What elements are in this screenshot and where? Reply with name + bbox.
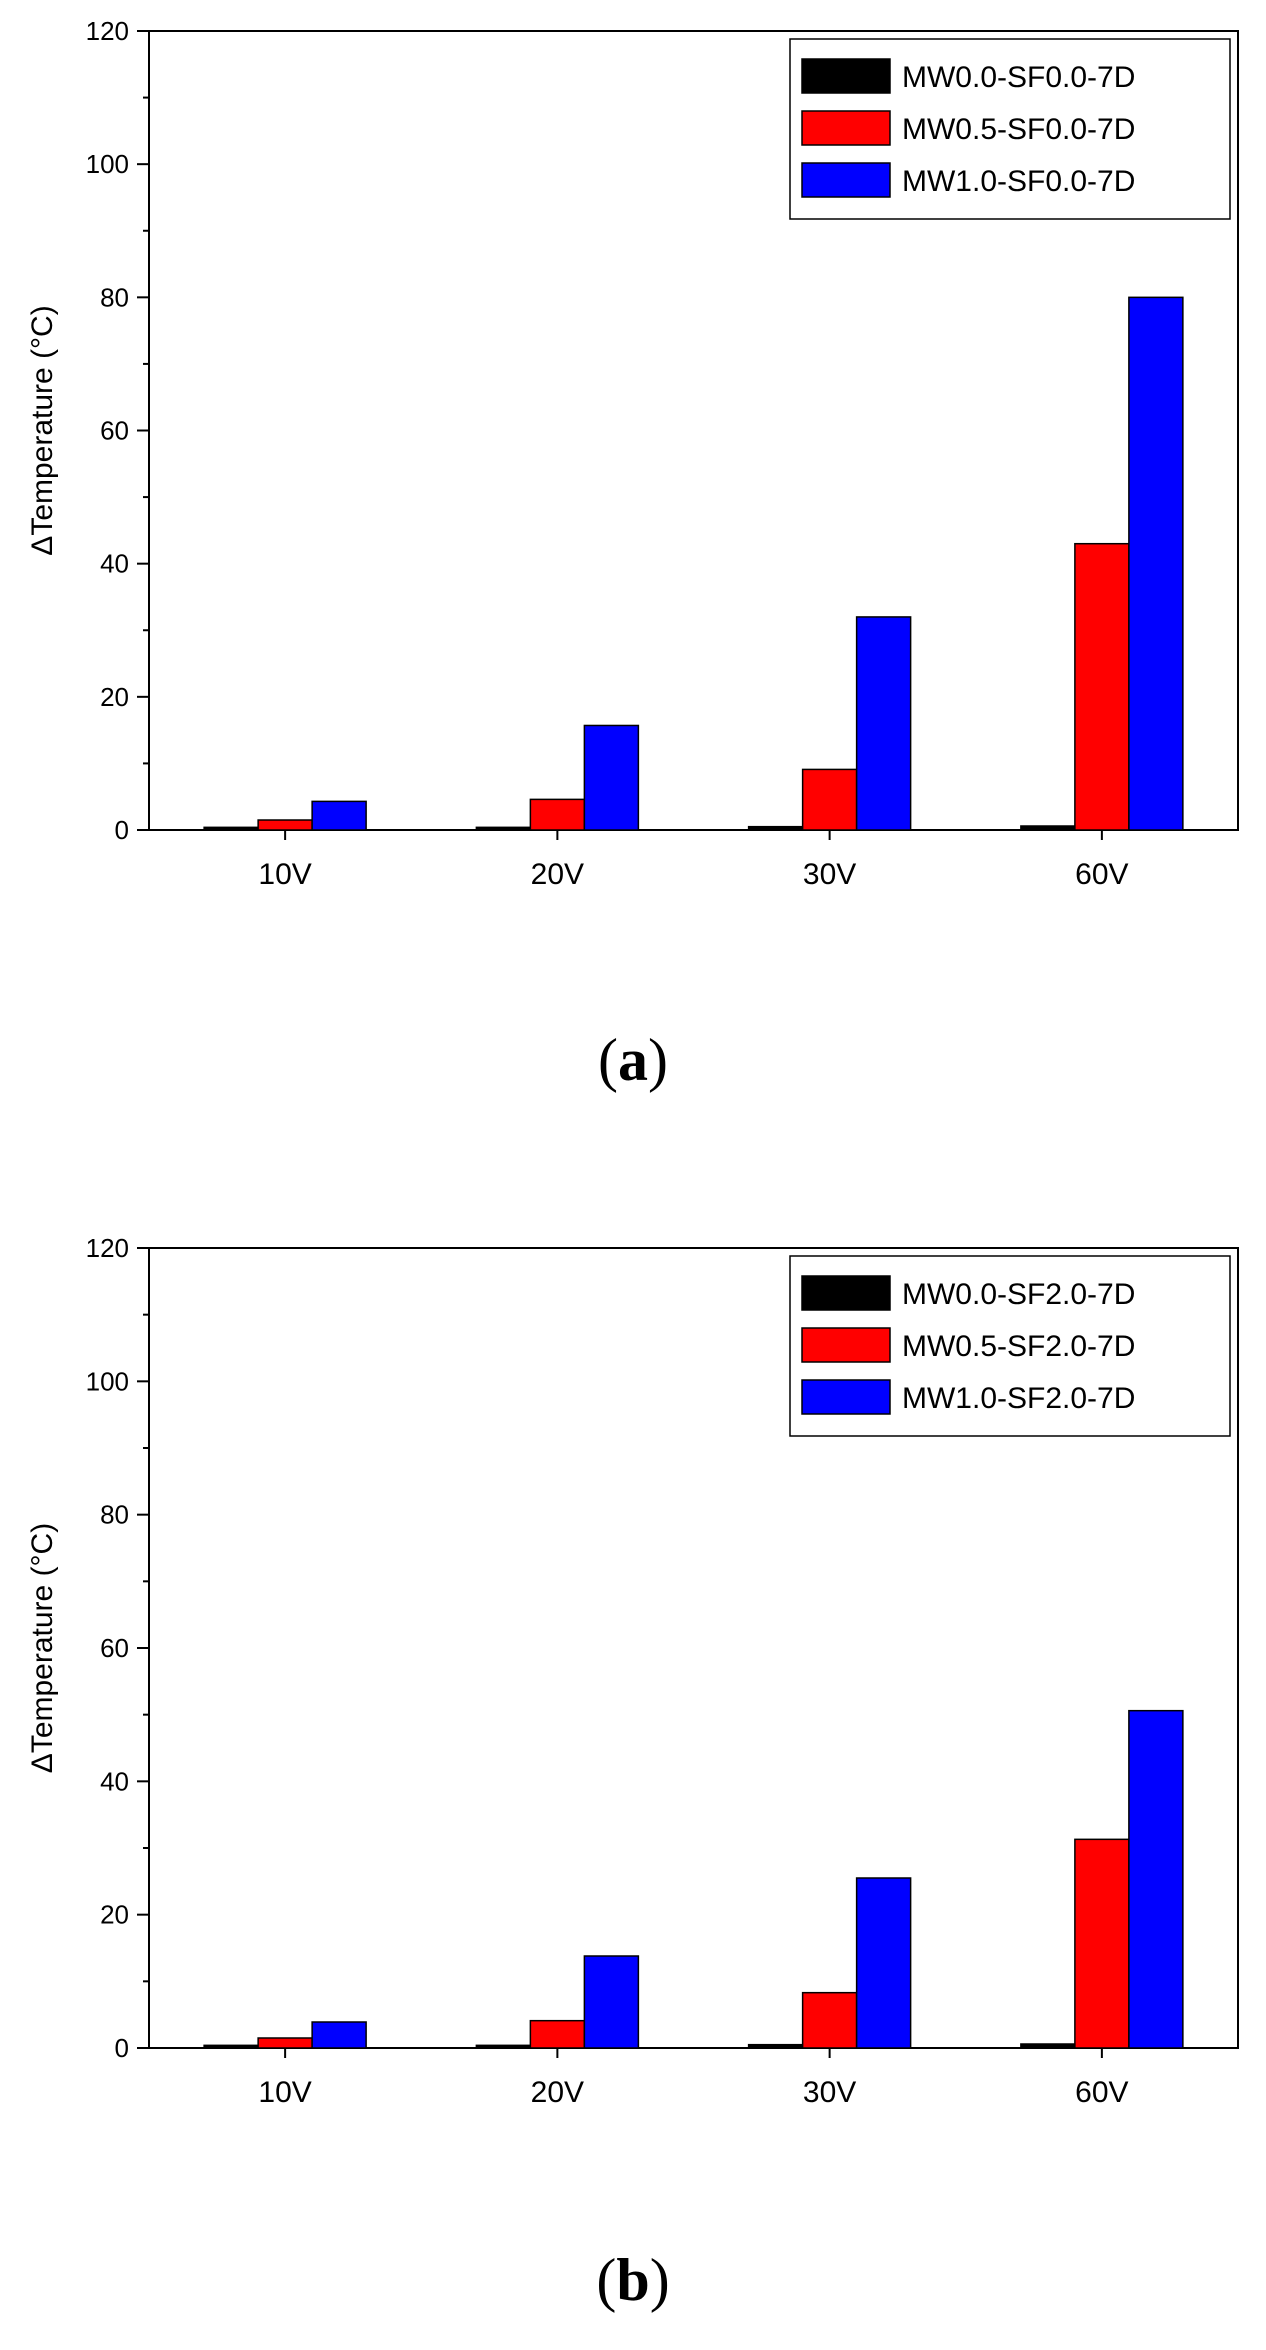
legend-label: MW0.0-SF0.0-7D bbox=[902, 61, 1135, 94]
bar-1-10V bbox=[257, 2037, 313, 2049]
y-tick-label: 60 bbox=[100, 416, 129, 446]
x-tick-label: 60V bbox=[1075, 858, 1128, 891]
bar-2-60V bbox=[1128, 1709, 1184, 2049]
legend-swatch bbox=[801, 162, 891, 198]
x-tick-label: 20V bbox=[531, 2076, 584, 2109]
x-tick-label: 30V bbox=[803, 2076, 856, 2109]
bar-2-30V bbox=[855, 1877, 912, 2049]
x-tick-label: 10V bbox=[258, 2076, 311, 2109]
legend-label: MW1.0-SF2.0-7D bbox=[902, 1382, 1135, 1415]
x-tick-label: 10V bbox=[258, 858, 311, 891]
panel-label: (a) bbox=[598, 1027, 668, 1093]
y-tick-label: 40 bbox=[100, 549, 129, 579]
bar-0-60V bbox=[1020, 2043, 1076, 2049]
bar-0-30V bbox=[747, 825, 804, 831]
bar-0-20V bbox=[475, 2044, 532, 2049]
panel-a-chart: 0 20 40 60 80 100 120 ΔTemperature (°C) 10V 20V 30… bbox=[26, 16, 1239, 1093]
y-tick-label: 20 bbox=[100, 1900, 129, 1930]
bar-2-20V bbox=[583, 724, 640, 831]
bar-0-60V bbox=[1020, 825, 1076, 831]
bar-1-30V bbox=[801, 1991, 858, 2049]
x-tick-label: 20V bbox=[531, 858, 584, 891]
y-tick-label: 120 bbox=[86, 16, 129, 46]
y-tick-label: 60 bbox=[100, 1633, 129, 1663]
legend-swatch bbox=[801, 1275, 891, 1311]
y-tick-label: 100 bbox=[86, 149, 129, 179]
bar-1-30V bbox=[801, 768, 858, 831]
y-tick-label: 120 bbox=[86, 1233, 129, 1263]
panel-b-chart: 0 20 40 60 80 100 120 ΔTemperature (°C) 10V 20V 30… bbox=[26, 1233, 1239, 2313]
y-tick-label: 0 bbox=[115, 2033, 129, 2063]
y-tick-label: 100 bbox=[86, 1366, 129, 1396]
legend-label: MW0.5-SF0.0-7D bbox=[902, 113, 1135, 146]
bar-2-30V bbox=[855, 616, 912, 831]
y-axis-label: ΔTemperature (°C) bbox=[26, 1523, 59, 1773]
bar-1-60V bbox=[1074, 1838, 1130, 2049]
panel-label: (b) bbox=[596, 2247, 669, 2313]
bar-2-10V bbox=[311, 800, 367, 831]
bar-2-20V bbox=[583, 1955, 640, 2049]
y-tick-label: 0 bbox=[115, 815, 129, 845]
y-tick-label: 80 bbox=[100, 1500, 129, 1530]
legend-swatch bbox=[801, 58, 891, 94]
y-tick-label: 40 bbox=[100, 1766, 129, 1796]
bar-1-20V bbox=[529, 2019, 586, 2049]
legend-swatch bbox=[801, 110, 891, 146]
x-tick-label: 60V bbox=[1075, 2076, 1128, 2109]
bar-0-10V bbox=[203, 826, 259, 831]
y-axis-label: ΔTemperature (°C) bbox=[26, 305, 59, 555]
legend-label: MW1.0-SF0.0-7D bbox=[902, 165, 1135, 198]
bar-1-60V bbox=[1074, 542, 1130, 831]
y-tick-label: 80 bbox=[100, 282, 129, 312]
bar-0-10V bbox=[203, 2044, 259, 2049]
bar-1-10V bbox=[257, 819, 313, 831]
bar-0-30V bbox=[747, 2043, 804, 2049]
legend-swatch bbox=[801, 1379, 891, 1415]
legend-swatch bbox=[801, 1327, 891, 1363]
y-tick-label: 20 bbox=[100, 682, 129, 712]
legend-label: MW0.0-SF2.0-7D bbox=[902, 1278, 1135, 1311]
bar-1-20V bbox=[529, 798, 586, 831]
bar-2-60V bbox=[1128, 296, 1184, 831]
bar-2-10V bbox=[311, 2021, 367, 2049]
x-tick-label: 30V bbox=[803, 858, 856, 891]
bar-0-20V bbox=[475, 826, 532, 831]
legend-label: MW0.5-SF2.0-7D bbox=[902, 1330, 1135, 1363]
